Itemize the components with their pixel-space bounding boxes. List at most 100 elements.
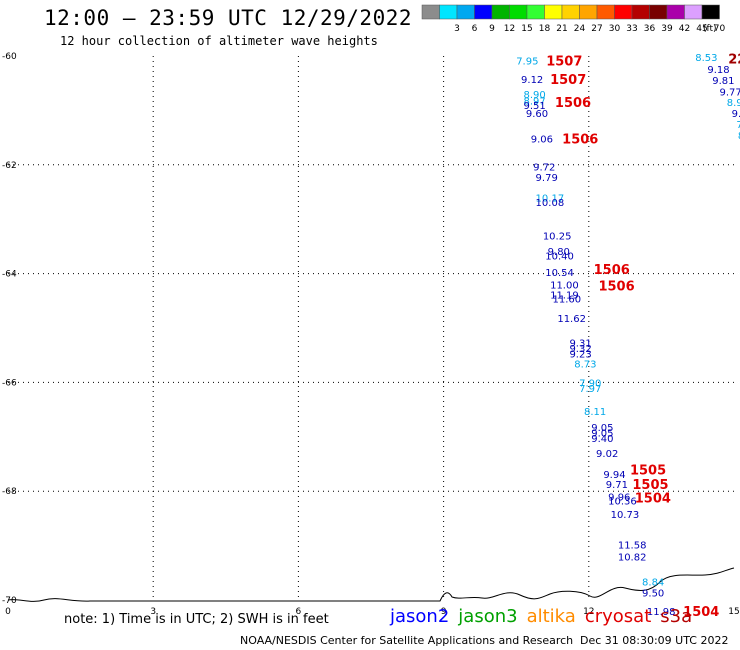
- wave-height-label: 8.73: [574, 359, 596, 370]
- wave-height-label: 9.51: [523, 101, 545, 112]
- satellite-legend-jason3: jason3: [458, 606, 518, 627]
- wave-height-label: 11.62: [557, 314, 586, 325]
- color-bin: [701, 4, 720, 20]
- wave-height-label: 9.96: [608, 493, 630, 504]
- color-bin-label: 42: [679, 24, 690, 34]
- x-tick-label: 6: [296, 607, 302, 617]
- wave-height-label: 8.95: [727, 98, 740, 109]
- pass-time-label: 1506: [594, 263, 630, 278]
- wave-height-label: 9.60: [526, 109, 548, 120]
- wave-height-label: 10.08: [536, 198, 565, 209]
- wave-height-label: 7.64: [736, 120, 740, 131]
- wave-height-label: 9.18: [707, 65, 729, 76]
- x-tick-label: 12: [583, 607, 594, 617]
- pass-time-label: 1505: [632, 478, 668, 493]
- pass-time-label: 2206: [728, 53, 740, 68]
- wave-height-label: 11.19: [550, 290, 579, 301]
- satellite-legend-jason2: jason2: [390, 606, 450, 627]
- color-scale-unit: (ft): [703, 24, 717, 34]
- wave-height-label: 8.90: [523, 90, 545, 101]
- pass-time-label: 1506: [598, 280, 634, 295]
- wave-height-label: 9.05: [591, 423, 613, 434]
- wave-height-label: 8.84: [642, 578, 664, 589]
- footer-credit: NOAA/NESDIS Center for Satellite Applica…: [240, 634, 574, 647]
- color-bin-label: 27: [591, 24, 602, 34]
- satellite-legend-s3a: s3a: [660, 606, 693, 627]
- color-bin-label: 18: [539, 24, 551, 34]
- footer-timestamp: Dec 31 08:30:09 UTC 2022: [580, 634, 729, 647]
- color-bin-label: 45: [696, 24, 707, 34]
- wave-height-label: 8.11: [584, 407, 606, 418]
- color-bin-label: 24: [574, 24, 586, 34]
- wave-height-label: 9.06: [531, 135, 553, 146]
- color-bin-label: 15: [521, 24, 532, 34]
- chart-subtitle: 12 hour collection of altimeter wave hei…: [60, 34, 378, 48]
- wave-height-label: 10.54: [545, 268, 574, 279]
- wave-height-label: 8.97: [523, 97, 545, 108]
- wave-height-label: 9.02: [596, 449, 618, 460]
- wave-height-label: 10.17: [536, 193, 565, 204]
- wave-height-label: 11.00: [550, 280, 579, 291]
- wave-height-label: 9.05: [591, 428, 613, 439]
- color-bin-label: 21: [556, 24, 567, 34]
- wave-height-label: 9.77: [719, 87, 740, 98]
- satellite-legend-altika: altika: [526, 606, 576, 627]
- footer-note: note: 1) Time is in UTC; 2) SWH is in fe…: [64, 612, 329, 627]
- wave-height-label: 7.90: [579, 378, 601, 389]
- wave-height-label: 9.50: [642, 588, 664, 599]
- color-bin-label: 6: [472, 24, 478, 34]
- wave-height-label: 9.23: [569, 350, 591, 361]
- pass-time-label: 1507: [550, 73, 586, 88]
- wave-height-label: 9.81: [712, 76, 734, 87]
- color-bin-label: 39: [661, 24, 673, 34]
- color-scale-legend: 3 6 9 12 15 18 21 24 27 30 33 36 39 42 45 70(ft): [421, 4, 726, 34]
- wave-height-label: 9.71: [606, 480, 628, 491]
- satellite-legend: jason2 jason3 altika cryosat s3a: [390, 606, 701, 627]
- wave-height-label: 11.60: [553, 295, 582, 306]
- color-bin-label: 36: [644, 24, 656, 34]
- wave-height-label: 10.73: [611, 510, 640, 521]
- color-bin-label: 33: [626, 24, 637, 34]
- wave-height-label: 9.12: [521, 75, 543, 86]
- wave-height-label: 9.94: [603, 470, 625, 481]
- wave-height-label: 9.72: [533, 162, 555, 173]
- x-tick-label: 3: [150, 607, 156, 617]
- y-tick-label: -66: [2, 378, 17, 388]
- wave-height-label: 7.95: [516, 56, 538, 67]
- y-tick-label: -68: [2, 487, 17, 497]
- wave-height-label: 10.36: [608, 496, 637, 507]
- pass-time-label: 1505: [630, 463, 666, 478]
- pass-time-label: 1506: [555, 96, 591, 111]
- x-tick-label: 15: [728, 607, 739, 617]
- satellite-legend-cryosat: cryosat: [584, 606, 652, 627]
- wave-height-label: 9.32: [569, 344, 591, 355]
- coastline: [7, 567, 735, 602]
- color-bin-label: 70: [714, 24, 726, 34]
- color-bin-label: 3: [454, 24, 460, 34]
- pass-time-label: 1504: [635, 492, 671, 507]
- wave-height-label: 11.58: [618, 541, 647, 552]
- y-tick-label: -62: [2, 161, 17, 171]
- wave-height-label: 10.82: [618, 552, 647, 563]
- wave-height-label: 10.25: [543, 232, 572, 243]
- wave-height-label: 9.40: [591, 434, 613, 445]
- pass-time-label: 1506: [562, 133, 598, 148]
- y-tick-label: -70: [2, 596, 17, 606]
- color-bin-label: 9: [489, 24, 495, 34]
- wave-height-label: 9.60: [732, 109, 740, 120]
- y-tick-label: -60: [2, 52, 17, 62]
- x-tick-label: 9: [441, 607, 447, 617]
- wave-height-label: 8.4: [738, 131, 740, 142]
- wave-height-label: 9.79: [536, 173, 558, 184]
- wave-height-label: 7.97: [579, 384, 601, 395]
- wave-height-label: 8.53: [695, 53, 717, 64]
- x-tick-label: 0: [5, 607, 11, 617]
- pass-time-label: 1504: [683, 605, 719, 620]
- pass-time-label: 1507: [546, 54, 582, 69]
- wave-height-label: 11.98: [647, 607, 676, 618]
- chart-title: 12:00 – 23:59 UTC 12/29/2022: [44, 6, 413, 30]
- color-bin-label: 12: [504, 24, 515, 34]
- wave-height-label: 9.31: [569, 339, 591, 350]
- wave-height-label: 10.40: [545, 252, 574, 263]
